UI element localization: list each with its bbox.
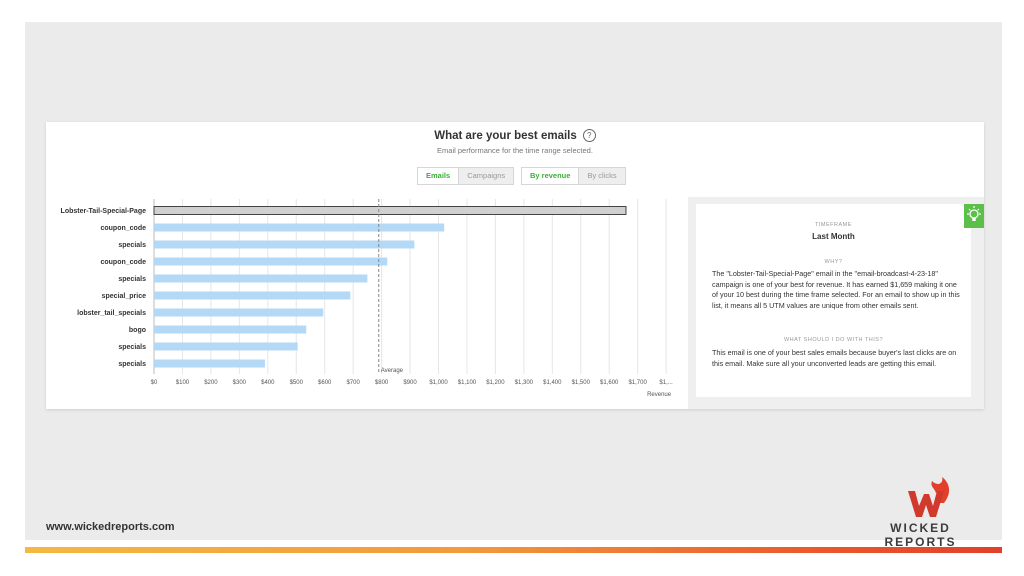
wicked-reports-logo: WICKED REPORTS [858,477,983,549]
category-label: specials [118,276,146,283]
revenue-bar-chart: $0 $100 $200 $300 $400 $500 $600 $700 $800 $900 $1… [61,199,673,398]
x-tick-label: $1,200 [486,380,505,386]
by-revenue-toggle-button[interactable]: By revenue [522,168,579,184]
category-label: coupon_code [100,225,146,232]
emails-toggle-button[interactable]: Emails [418,168,459,184]
bar [153,206,627,215]
bar [154,240,415,249]
x-tick-label: $500 [290,380,304,386]
question-icon[interactable]: ? [582,129,596,142]
x-tick-label: $1,000 [429,380,448,386]
x-tick-label: $1,600 [600,380,619,386]
x-tick-label: $1,400 [543,380,562,386]
category-label: specials [118,344,146,351]
bar [154,308,324,317]
bar [154,359,265,368]
bar [154,257,388,266]
category-label: bogo [129,327,146,334]
metric-toggle: By revenue By clicks [521,167,626,185]
average-label: Average [381,368,404,374]
panel-title-text: What are your best emails [434,130,577,142]
x-tick-label: $1,700 [628,380,647,386]
x-tick-label: $200 [204,380,218,386]
category-label: coupon_code [100,259,146,266]
x-tick-label: $0 [151,380,158,386]
category-label: specials [118,361,146,368]
website-url[interactable]: www.wickedreports.com [46,521,175,533]
bar [154,274,368,283]
todo-text: This email is one of your best sales ema… [712,348,957,368]
x-tick-label: $900 [403,380,417,386]
x-tick-label: $400 [261,380,275,386]
bar [154,342,298,351]
x-tick-label: $1,... [659,380,673,386]
timeframe-value: Last Month [812,232,855,241]
bar [154,325,307,334]
bottom-gradient-bar [25,547,1002,553]
best-emails-panel: What are your best emails? Email perform… [46,122,984,409]
timeframe-label: TIMEFRAME [815,222,852,228]
x-tick-label: $1,100 [458,380,477,386]
x-tick-label: $600 [318,380,332,386]
bar [154,223,445,232]
x-tick-label: $300 [233,380,247,386]
lightbulb-icon[interactable] [964,204,984,228]
insight-card: TIMEFRAME Last Month WHY? The "Lobster-T… [696,204,971,397]
x-tick-label: $1,300 [515,380,534,386]
category-label: lobster_tail_specials [77,310,146,317]
category-label: specials [118,242,146,249]
by-clicks-toggle-button[interactable]: By clicks [578,168,625,184]
x-tick-label: $100 [176,380,190,386]
type-toggle: Emails Campaigns [417,167,515,185]
flame-w-icon [908,477,950,517]
category-label: Lobster-Tail-Special-Page [61,208,147,215]
todo-label: WHAT SHOULD I DO WITH THIS? [783,337,884,343]
category-label: special_price [102,293,146,300]
x-axis-title: Revenue [647,392,672,398]
brand-name: WICKED REPORTS [884,521,957,549]
why-label: WHY? [824,259,843,265]
x-tick-label: $1,500 [572,380,591,386]
why-text: The "Lobster-Tail-Special-Page" email in… [712,269,960,310]
campaigns-toggle-button[interactable]: Campaigns [458,168,514,184]
insight-sidebar: TIMEFRAME Last Month WHY? The "Lobster-T… [688,197,984,409]
x-tick-label: $700 [346,380,360,386]
panel-title: What are your best emails? [46,129,984,142]
panel-subtitle: Email performance for the time range sel… [437,146,593,155]
x-tick-label: $800 [375,380,389,386]
bar [154,291,351,300]
